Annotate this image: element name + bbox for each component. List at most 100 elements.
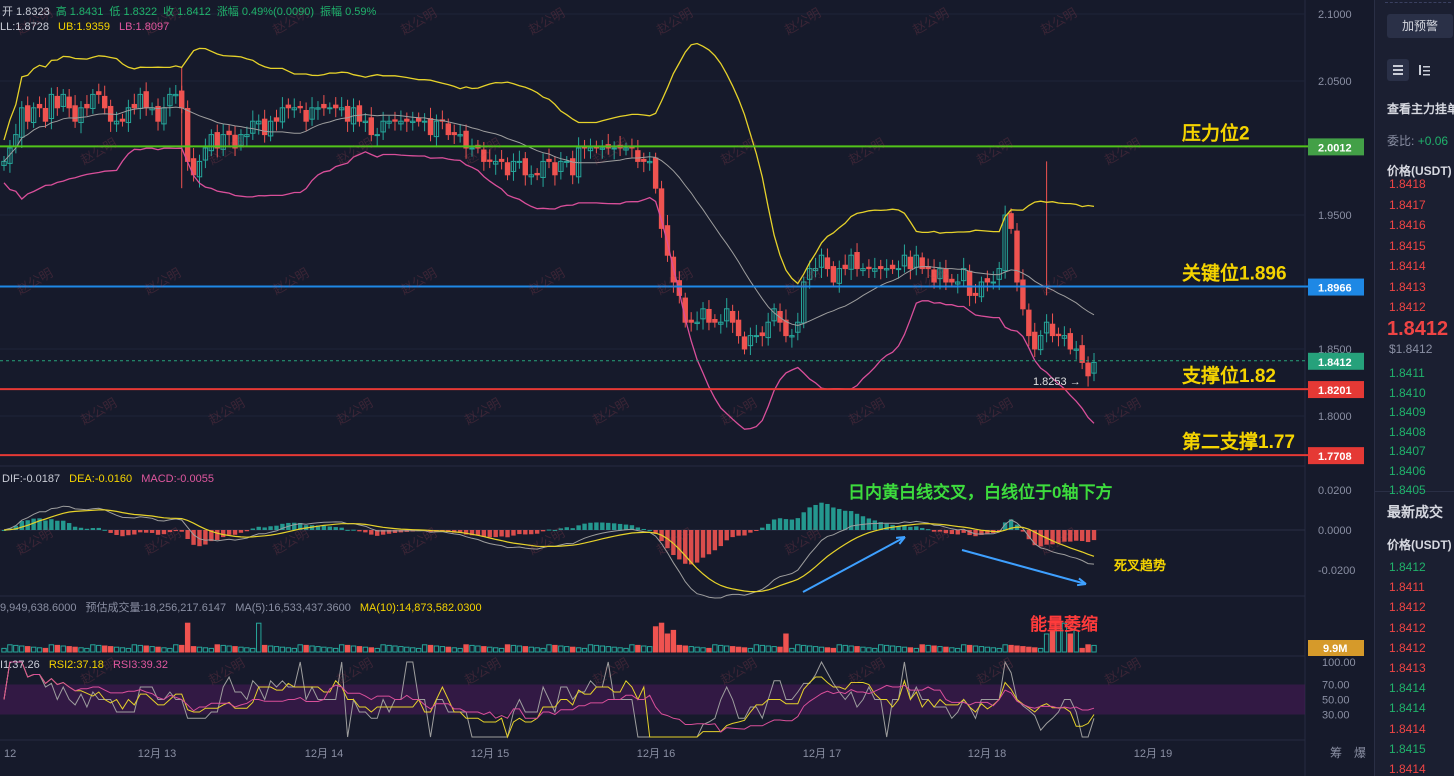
candle [1020,279,1026,310]
macd-bar [878,522,883,530]
bid-price[interactable]: 1.8406 [1389,463,1426,478]
volume-bar [469,644,475,653]
trade-price[interactable]: 1.8412 [1389,560,1426,574]
bid-price[interactable]: 1.8407 [1389,444,1426,458]
candle [504,162,511,176]
vol-value: 9,949,638.6000 [0,602,77,614]
macd-bar [606,522,611,530]
chart-area[interactable]: 2.1000 2.0500 1.9500 1.8500 1.8000 2.0012 压力位2… [0,0,1370,776]
ask-price[interactable]: 1.8412 [1389,300,1426,314]
volume-bar [321,646,327,653]
volume-bar [1067,633,1074,653]
trade-price[interactable]: 1.8412 [1389,620,1426,635]
book-list-icon[interactable] [1413,59,1435,81]
candle [232,134,238,149]
watermark: 赵公明 [15,266,56,298]
divider [1385,2,1451,3]
macd-bar [523,530,528,535]
volume-bar [581,647,588,653]
macd-bar [1079,530,1085,542]
volume-bar [250,647,256,653]
order-book-title[interactable]: 查看主力挂单 [1387,102,1454,116]
trade-price[interactable]: 1.8414 [1389,762,1426,776]
bid-price[interactable]: 1.8405 [1389,483,1426,497]
level-tag [1308,381,1364,399]
rsi2-value: RSI2:37.18 [48,659,104,671]
trade-price[interactable]: 1.8414 [1389,701,1426,716]
candle [528,174,534,178]
macd-bar [173,530,178,531]
ask-price[interactable]: 1.8413 [1389,279,1426,294]
volume-bar [878,644,884,653]
candle [392,119,398,122]
watermark: 赵公明 [527,6,568,38]
macd-bar [529,530,534,535]
volume-bar [415,647,422,653]
book-both-icon[interactable] [1387,59,1409,81]
macd-bar [795,518,801,530]
candle [724,308,730,322]
candle [1085,362,1091,377]
ask-price[interactable]: 1.8415 [1389,238,1426,253]
candle [658,188,665,229]
candle [487,159,493,162]
bid-price[interactable]: 1.8410 [1389,385,1426,400]
ask-price[interactable]: 1.8418 [1389,177,1426,191]
macd-bar [623,524,629,530]
time-tick-label: 12 [4,748,16,760]
macd-dea-value: DEA:-0.0160 [69,473,133,485]
macd-bar [280,523,285,530]
candle [889,264,896,270]
volume-bar [1020,646,1026,653]
volume-bar [676,644,683,653]
volume-bar [362,646,369,653]
volume-bar [866,647,872,653]
trade-price[interactable]: 1.8414 [1389,721,1426,736]
macd-bar [327,526,333,530]
volume-bar [131,644,138,653]
ohlc-item: 涨幅 0.49%(0.0090) [216,6,315,18]
volume-bar [546,644,552,653]
ask-price[interactable]: 1.8417 [1389,197,1426,212]
macd-bar [1038,530,1043,547]
ask-price[interactable]: 1.8414 [1389,259,1426,273]
bid-price[interactable]: 1.8411 [1389,366,1425,380]
add-alert-button[interactable]: 加预警 [1387,14,1453,38]
trade-price[interactable]: 1.8412 [1389,640,1426,655]
trade-price[interactable]: 1.8413 [1389,661,1426,675]
trade-price[interactable]: 1.8415 [1389,741,1426,756]
candle [315,107,321,110]
ask-price[interactable]: 1.8416 [1389,218,1426,232]
candle [398,120,404,125]
volume-bar [753,644,760,653]
trade-price[interactable]: 1.8414 [1389,681,1426,696]
bid-price[interactable]: 1.8408 [1389,424,1426,439]
candle [652,157,659,189]
candle [806,268,813,280]
candle [297,105,303,109]
macd-bar [831,507,836,530]
macd-bar [262,527,267,530]
volume-bar [457,647,463,653]
level-annotation: 关键位1.896 [1182,262,1287,285]
trade-price[interactable]: 1.8412 [1389,600,1426,615]
candle [344,105,351,122]
chart-canvas[interactable]: 2.10002.05001.95001.85001.80002.0012压力位2… [0,0,1370,776]
volume-bar [848,645,854,653]
macd-bar [66,523,72,530]
candle [196,160,203,178]
bid-price[interactable]: 1.8409 [1389,405,1426,419]
trade-price[interactable]: 1.8411 [1389,580,1425,595]
volume-bar [72,646,78,653]
macd-bar [1002,522,1008,530]
macd-bar [854,513,860,530]
level-tag-label: 1.7708 [1318,451,1352,463]
candle [955,281,961,285]
macd-bar [706,530,712,555]
macd-bar [487,530,492,538]
volume-bar [925,644,931,653]
candle [374,134,380,137]
volume-bar [1085,644,1091,653]
candle [907,256,914,270]
volume-bar [688,646,694,653]
